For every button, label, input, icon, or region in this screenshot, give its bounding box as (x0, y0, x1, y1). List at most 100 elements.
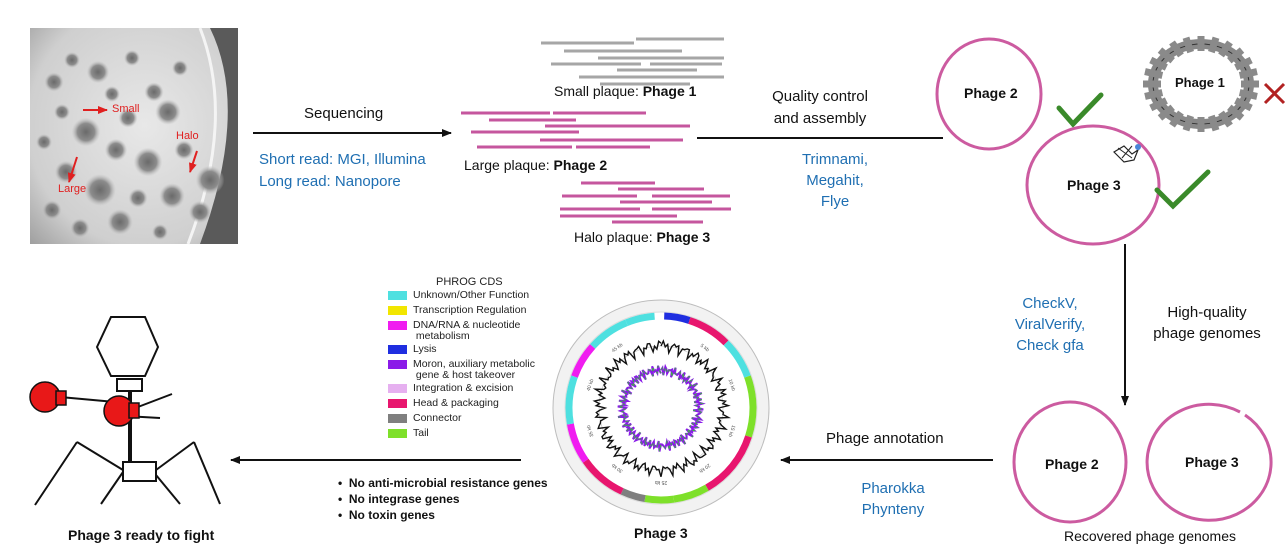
large-plaque-label: Large (58, 183, 87, 195)
legend-swatch (388, 306, 407, 315)
plaque-spot (155, 99, 181, 125)
cds-arc (590, 319, 628, 349)
legend-item: Moron, auxiliary metabolic gene & host t… (388, 358, 535, 381)
plaque-spot (118, 108, 138, 128)
phage3-recovered-circle (1145, 402, 1273, 522)
graph-fragment (1182, 36, 1194, 54)
plaque-spot (107, 209, 133, 235)
plaque-spot (172, 60, 188, 76)
plaque-spot (84, 174, 116, 206)
phage2-assembled-label: Phage 2 (964, 85, 1018, 101)
genome-map-caption: Phage 3 (634, 525, 688, 541)
large-plaque-caption: Large plaque: Phage 2 (464, 157, 608, 173)
cds-arc (566, 423, 589, 463)
map-tick-label: 15 kb (727, 424, 737, 438)
cds-arc (673, 484, 709, 503)
graph-fragment (1149, 56, 1168, 71)
phage3-assembled-circle (1025, 124, 1161, 246)
annotation-title: Phage annotation (826, 430, 944, 447)
graph-fragment (1218, 110, 1233, 128)
legend-item: Tail (388, 427, 429, 440)
plaque-spot (71, 117, 101, 147)
plaque-spot (152, 224, 168, 240)
graph-fragment (1227, 47, 1245, 64)
legend-swatch (388, 360, 407, 369)
phage1-fragmented-graph (1143, 36, 1259, 132)
halo-plaque-pointer (189, 150, 198, 173)
graph-fragment (1144, 68, 1164, 79)
graph-fragment (1208, 114, 1220, 132)
cds-arc (663, 312, 691, 324)
legend-item: Unknown/Other Function (388, 289, 529, 302)
small-plaque-label: Small (112, 103, 140, 115)
graph-fragment (1144, 89, 1164, 100)
final-caption: Phage 3 ready to fight (68, 527, 215, 543)
cds-arc (644, 495, 675, 504)
plaque-spot (70, 218, 90, 238)
legend-item: Integration & excision (388, 382, 514, 395)
plaque-spot (124, 50, 140, 66)
legend-label: Transcription Regulation (413, 304, 527, 316)
graph-fragment (1218, 40, 1233, 58)
recovered-caption: Recovered phage genomes (1064, 528, 1237, 544)
large-plaque-pointer (67, 156, 78, 183)
long-read-text: Long read: Nanopore (259, 173, 401, 190)
legend-item: Head & packaging (388, 397, 499, 410)
legend-swatch (388, 345, 407, 354)
high-quality-line1: High-quality (1167, 304, 1247, 321)
graph-fragment (1182, 114, 1194, 132)
plaque-plate-photo (30, 27, 238, 245)
phage2-recovered-circle (1012, 400, 1128, 524)
sequencing-title: Sequencing (304, 105, 384, 122)
plaque-spot (195, 165, 225, 195)
finding-item: • No integrase genes (338, 492, 460, 506)
plaque-spot (86, 60, 110, 84)
cds-arc (625, 312, 655, 326)
legend-item: Transcription Regulation (388, 304, 527, 317)
map-tick-label: 10 kb (727, 378, 737, 392)
graph-fragment (1238, 89, 1258, 100)
legend-label: Connector (413, 412, 462, 424)
map-tick-label: 40 kb (586, 378, 596, 392)
legend-item: Lysis (388, 343, 437, 356)
graph-fragment (1227, 104, 1245, 121)
graph-fragment (1234, 97, 1253, 112)
plaque-spot (64, 52, 80, 68)
phage3-assembled-label: Phage 3 (1067, 177, 1121, 193)
phage2-check-icon (1056, 92, 1104, 128)
plaque-spot (42, 200, 62, 220)
boxing-glove-icon (29, 381, 140, 427)
gc-skew-ring (617, 363, 706, 452)
phage-fighter-illustration (34, 316, 221, 506)
cds-arc (565, 375, 578, 425)
assembly-title-line1: Quality control (772, 88, 868, 105)
plaque-spot (44, 72, 64, 92)
plaque-spot (133, 147, 163, 177)
capsid-head (95, 316, 160, 377)
plaque-spot (128, 188, 148, 208)
plaque-spot (104, 138, 128, 162)
plaque-spot (188, 200, 212, 224)
graph-fragment (1169, 40, 1184, 58)
legend-swatch (388, 414, 407, 423)
qc-tool-1: CheckV, (1022, 295, 1078, 312)
graph-fragment (1157, 47, 1175, 64)
cds-arc (620, 488, 646, 503)
graph-fragment (1149, 97, 1168, 112)
graph-fragment (1157, 104, 1175, 121)
plaque-spot (174, 140, 194, 160)
legend-label: Head & packaging (413, 397, 499, 409)
graph-fragment (1169, 110, 1184, 128)
cds-arc (571, 344, 596, 378)
plaque-spot (36, 134, 52, 150)
legend-swatch (388, 399, 407, 408)
legend-label: DNA/RNA & nucleotide metabolism (413, 319, 521, 343)
finding-item: • No anti-microbial resistance genes (338, 476, 548, 490)
legend-label: Integration & excision (413, 382, 514, 394)
phage1-cross-icon (1263, 82, 1286, 105)
legend-label: Tail (413, 427, 429, 439)
plaque-spot (54, 104, 70, 120)
finding-item: • No toxin genes (338, 508, 435, 522)
